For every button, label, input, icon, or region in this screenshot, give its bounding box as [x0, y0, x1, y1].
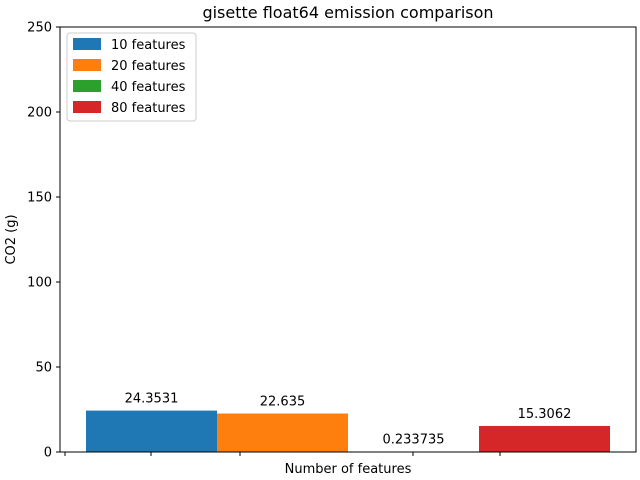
legend-box	[66, 32, 197, 122]
legend-label: 80 features	[111, 101, 186, 116]
y-tick-label: 150	[27, 191, 52, 206]
legend-swatch	[73, 38, 101, 50]
legend-swatch	[73, 80, 101, 92]
legend-swatch	[73, 59, 101, 71]
legend-label: 20 features	[111, 59, 186, 74]
y-tick-label: 0	[44, 446, 52, 461]
bar-20-features	[217, 413, 348, 452]
legend: 10 features 20 features 40 features 80 feat…	[66, 32, 197, 122]
bar-labels-group: 24.3531 22.635 0.233735 15.3062	[125, 392, 572, 448]
x-axis-label: Number of features	[285, 462, 412, 477]
y-tick-label: 200	[27, 106, 52, 121]
y-tick-label: 50	[35, 361, 52, 376]
y-tick-label: 250	[27, 21, 52, 36]
bar-10-features	[86, 410, 217, 452]
bar-value-label: 24.3531	[125, 392, 179, 407]
bar-value-label: 15.3062	[518, 407, 572, 422]
bar-value-label: 22.635	[260, 395, 306, 410]
axes-frame	[59, 26, 637, 453]
bars-group	[86, 410, 610, 452]
y-axis-ticks: 0 50 100 150 200 250	[27, 21, 60, 461]
legend-label: 10 features	[111, 38, 186, 53]
bar-value-label: 0.233735	[382, 433, 444, 448]
bar-80-features	[479, 425, 610, 452]
chart-title: gisette float64 emission comparison	[202, 3, 493, 22]
x-axis-ticks	[64, 452, 501, 456]
y-axis-label: CO2 (g)	[4, 214, 19, 264]
legend-swatch	[73, 101, 101, 113]
legend-label: 40 features	[111, 80, 186, 95]
y-tick-label: 100	[27, 276, 52, 291]
plot-area: 24.3531 22.635 0.233735 15.3062 0 50 100 150 20…	[27, 21, 637, 461]
